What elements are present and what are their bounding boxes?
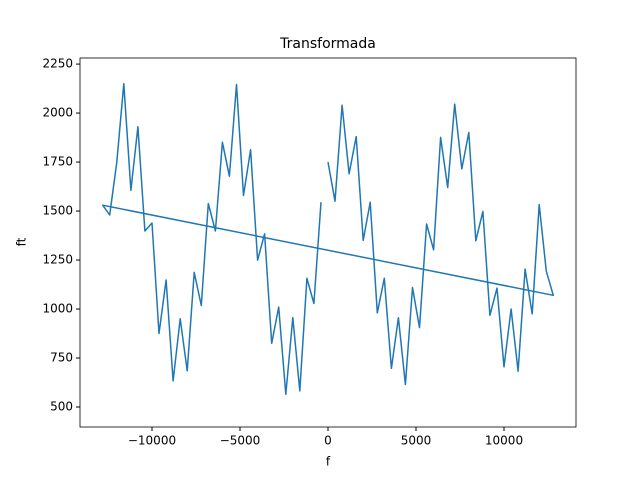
x-tick-label: −10000 (128, 434, 176, 448)
x-tick-label: 0 (324, 434, 332, 448)
y-axis-label: ft (15, 237, 29, 246)
y-tick-label: 1000 (42, 302, 73, 316)
x-tick-label: 10000 (485, 434, 523, 448)
x-axis-label: f (326, 455, 331, 469)
y-tick-label: 2000 (42, 106, 73, 120)
y-tick-label: 1750 (42, 155, 73, 169)
y-tick-label: 1500 (42, 204, 73, 218)
y-tick-label: 500 (50, 400, 73, 414)
y-tick-label: 750 (50, 351, 73, 365)
data-line (101, 82, 555, 396)
chart-title: Transformada (279, 36, 376, 52)
x-tick-label: −5000 (220, 434, 261, 448)
y-tick-label: 1250 (42, 253, 73, 267)
y-tick-label: 2250 (42, 57, 73, 71)
x-tick-label: 5000 (401, 434, 432, 448)
plot-frame (79, 57, 577, 428)
